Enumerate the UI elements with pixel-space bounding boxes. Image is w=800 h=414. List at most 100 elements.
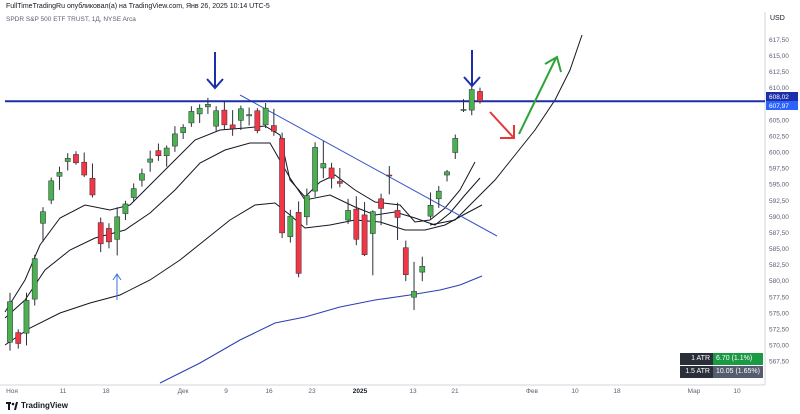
blue-down-arrow-1-head bbox=[206, 78, 224, 90]
candle-up bbox=[56, 172, 63, 177]
price-tick-label: 572,50 bbox=[769, 326, 789, 333]
candle-down bbox=[336, 181, 343, 184]
candle-up bbox=[369, 211, 376, 234]
footer-brand-label: TradingView bbox=[21, 401, 68, 410]
time-tick-label: 11 bbox=[60, 388, 67, 395]
green-up-arrow-shaft bbox=[518, 57, 557, 135]
level-price-badge bbox=[766, 101, 798, 110]
currency-label: USD bbox=[770, 15, 785, 22]
candle-down bbox=[394, 210, 401, 218]
time-tick-label: 16 bbox=[265, 388, 273, 395]
price-tick-label: 567,50 bbox=[769, 359, 789, 366]
time-tick-label: Фев bbox=[526, 388, 539, 395]
atr-row-1: 1 ATR 6.70 (1.1%) bbox=[680, 353, 763, 365]
descending-trendline bbox=[239, 94, 498, 237]
ma-mid-line bbox=[4, 202, 483, 346]
price-tick-label: 595,00 bbox=[769, 182, 789, 189]
price-tick-label: 605,00 bbox=[769, 117, 789, 124]
candle-down bbox=[378, 198, 384, 209]
candle-up bbox=[262, 107, 269, 126]
price-tick-label: 592,50 bbox=[769, 198, 789, 205]
candle-up bbox=[64, 158, 71, 162]
footer-brand[interactable]: TradingView bbox=[6, 401, 68, 410]
candle-up bbox=[238, 108, 244, 121]
blue-up-arrow-thin bbox=[112, 273, 122, 300]
candle-up bbox=[114, 216, 121, 240]
candle-up bbox=[452, 138, 459, 153]
level-price-label: 607,97 bbox=[769, 103, 789, 110]
candle-down bbox=[106, 228, 112, 243]
time-tick-label: 18 bbox=[613, 388, 621, 395]
tradingview-logo-icon bbox=[6, 401, 18, 410]
candle-up bbox=[31, 258, 38, 300]
blue-down-arrow-2 bbox=[463, 50, 481, 88]
candle-up bbox=[345, 210, 351, 221]
candle-up bbox=[460, 109, 467, 111]
price-tick-label: 580,00 bbox=[769, 278, 789, 285]
candle-down bbox=[477, 91, 483, 102]
price-tick-label: 577,50 bbox=[769, 294, 789, 301]
candle-up bbox=[139, 173, 145, 181]
price-tick-label: 612,50 bbox=[769, 69, 789, 76]
candle-down bbox=[254, 110, 261, 131]
candle-up bbox=[40, 211, 46, 224]
candle-up bbox=[147, 158, 154, 163]
price-tick-label: 587,50 bbox=[769, 230, 789, 237]
price-tick-label: 590,00 bbox=[769, 214, 789, 221]
candle-up bbox=[468, 89, 475, 111]
candle-down bbox=[89, 177, 96, 196]
blue-down-arrow-2-head bbox=[463, 76, 481, 88]
time-tick-label: Мар bbox=[688, 388, 701, 395]
candle-down bbox=[361, 214, 368, 256]
blue-up-arrow-thin-head bbox=[112, 273, 122, 281]
candle-up bbox=[23, 300, 30, 334]
candle-up bbox=[246, 114, 252, 117]
candle-up bbox=[320, 163, 327, 169]
candle-up bbox=[427, 205, 434, 217]
price-tick-label: 575,00 bbox=[769, 310, 789, 317]
candle-up bbox=[172, 133, 178, 147]
time-tick-label: 21 bbox=[451, 388, 459, 395]
time-tick-label: 9 bbox=[224, 388, 228, 395]
candle-up bbox=[48, 180, 55, 201]
ma-projection-line bbox=[429, 34, 583, 226]
time-tick-label: 18 bbox=[102, 388, 110, 395]
atr-row-1-label: 1 ATR bbox=[680, 353, 713, 365]
candle-down bbox=[402, 247, 409, 275]
candle-up bbox=[312, 147, 318, 192]
candle-down bbox=[279, 138, 285, 234]
candle-up bbox=[122, 203, 129, 214]
price-tick-label: 570,00 bbox=[769, 343, 789, 350]
price-tick-label: 597,50 bbox=[769, 166, 789, 173]
time-tick-label: 23 bbox=[308, 388, 316, 395]
candle-up bbox=[303, 195, 310, 218]
price-tick-label: 585,00 bbox=[769, 246, 789, 253]
candle-up bbox=[163, 147, 170, 156]
blue-down-arrow-1 bbox=[206, 52, 224, 90]
atr-row-2-value: 10.05 (1.65%) bbox=[713, 366, 763, 378]
candle-up bbox=[196, 107, 203, 115]
candle-down bbox=[155, 150, 162, 156]
candle-down bbox=[328, 167, 335, 179]
time-tick-label: 10 bbox=[733, 388, 741, 395]
candle-up bbox=[188, 111, 195, 124]
last-price-badge bbox=[766, 92, 798, 101]
last-price-label: 608,02 bbox=[769, 94, 789, 101]
candle-up bbox=[180, 127, 187, 133]
candle-up bbox=[287, 215, 294, 238]
candle-down bbox=[386, 174, 393, 177]
price-tick-label: 615,00 bbox=[769, 53, 789, 60]
published-line: FullTimeTradingRu опубликовал(а) на Trad… bbox=[6, 3, 270, 10]
price-tick-label: 582,50 bbox=[769, 262, 789, 269]
candle-up bbox=[444, 171, 450, 176]
price-tick-label: 610,00 bbox=[769, 85, 789, 92]
red-down-arrow-head bbox=[500, 125, 515, 139]
candle-up bbox=[205, 104, 211, 108]
ma-fast-line-1 bbox=[4, 142, 481, 319]
candle-up bbox=[411, 291, 417, 298]
candle-down bbox=[97, 222, 104, 245]
green-up-arrow-head bbox=[544, 55, 562, 73]
time-tick-label: Ноя bbox=[6, 388, 18, 395]
candle-up bbox=[419, 266, 426, 273]
